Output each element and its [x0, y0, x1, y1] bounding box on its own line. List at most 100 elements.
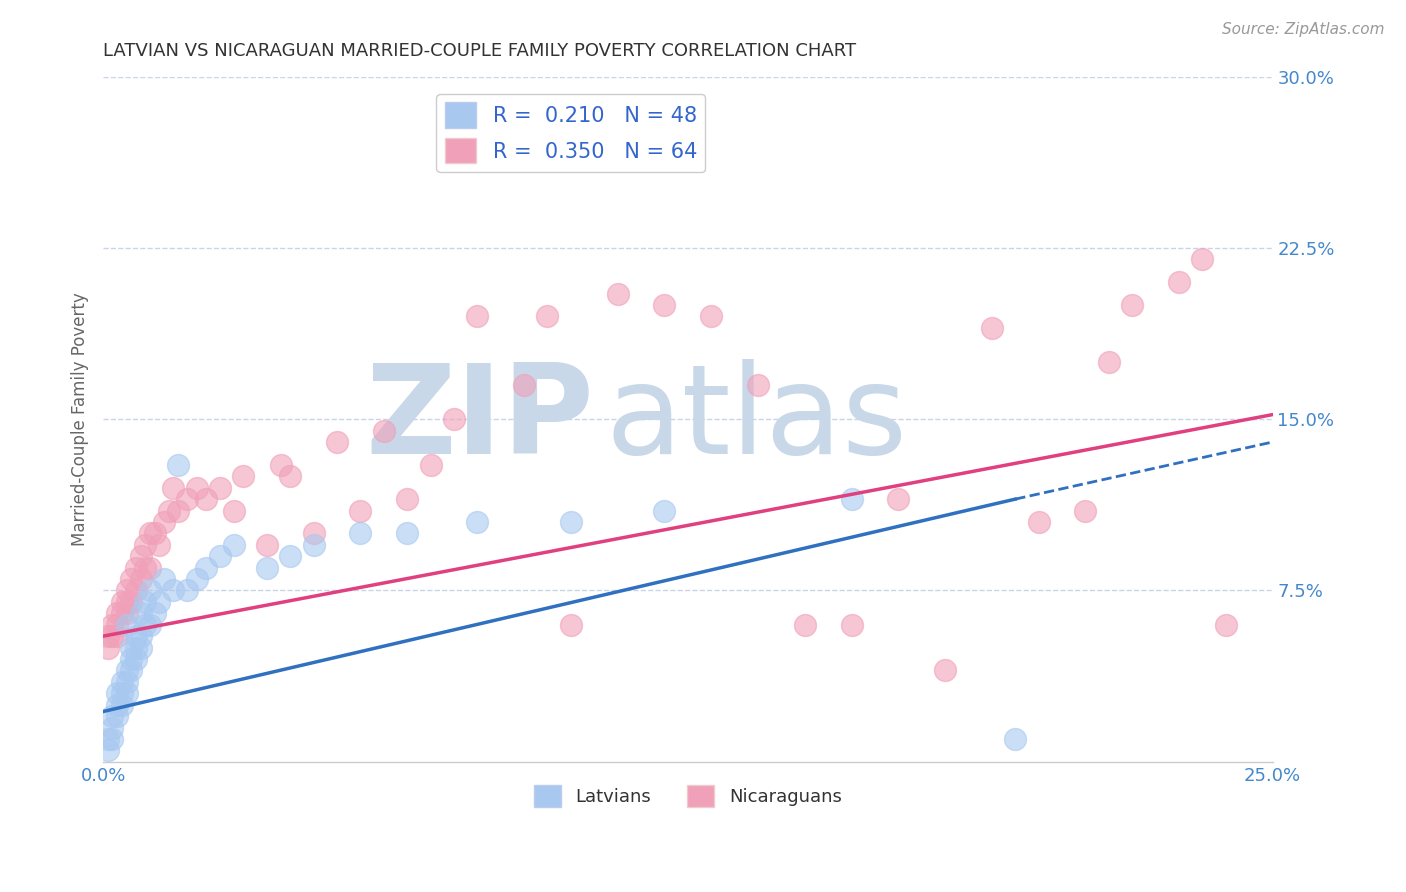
- Point: [654, 503, 676, 517]
- Point: [560, 617, 582, 632]
- Point: [105, 698, 128, 712]
- Point: [139, 526, 162, 541]
- Point: [232, 469, 254, 483]
- Point: [105, 629, 128, 643]
- Point: [256, 560, 278, 574]
- Point: [97, 731, 120, 746]
- Point: [115, 607, 138, 621]
- Point: [105, 617, 128, 632]
- Point: [606, 286, 628, 301]
- Point: [1074, 503, 1097, 517]
- Point: [186, 572, 208, 586]
- Point: [153, 572, 176, 586]
- Point: [143, 526, 166, 541]
- Point: [134, 538, 156, 552]
- Text: ZIP: ZIP: [366, 359, 595, 480]
- Text: atlas: atlas: [606, 359, 908, 480]
- Point: [101, 721, 124, 735]
- Point: [176, 492, 198, 507]
- Point: [134, 595, 156, 609]
- Point: [120, 652, 142, 666]
- Point: [162, 583, 184, 598]
- Point: [841, 617, 863, 632]
- Point: [120, 640, 142, 655]
- Point: [129, 572, 152, 586]
- Point: [125, 629, 148, 643]
- Point: [111, 607, 134, 621]
- Point: [654, 298, 676, 312]
- Point: [1168, 275, 1191, 289]
- Point: [302, 538, 325, 552]
- Point: [129, 549, 152, 564]
- Point: [186, 481, 208, 495]
- Point: [120, 572, 142, 586]
- Point: [125, 640, 148, 655]
- Point: [148, 538, 170, 552]
- Point: [513, 378, 536, 392]
- Point: [115, 583, 138, 598]
- Text: LATVIAN VS NICARAGUAN MARRIED-COUPLE FAMILY POVERTY CORRELATION CHART: LATVIAN VS NICARAGUAN MARRIED-COUPLE FAM…: [103, 42, 856, 60]
- Point: [195, 492, 218, 507]
- Point: [105, 709, 128, 723]
- Point: [105, 607, 128, 621]
- Point: [887, 492, 910, 507]
- Point: [302, 526, 325, 541]
- Point: [111, 674, 134, 689]
- Point: [162, 481, 184, 495]
- Point: [111, 698, 134, 712]
- Point: [224, 503, 246, 517]
- Point: [115, 617, 138, 632]
- Point: [125, 583, 148, 598]
- Point: [700, 310, 723, 324]
- Point: [1191, 252, 1213, 267]
- Point: [129, 629, 152, 643]
- Point: [143, 607, 166, 621]
- Y-axis label: Married-Couple Family Poverty: Married-Couple Family Poverty: [72, 293, 89, 546]
- Point: [139, 617, 162, 632]
- Point: [97, 640, 120, 655]
- Point: [115, 664, 138, 678]
- Point: [443, 412, 465, 426]
- Point: [101, 617, 124, 632]
- Point: [1004, 731, 1026, 746]
- Point: [153, 515, 176, 529]
- Point: [256, 538, 278, 552]
- Point: [278, 469, 301, 483]
- Point: [120, 664, 142, 678]
- Point: [101, 709, 124, 723]
- Point: [209, 481, 232, 495]
- Point: [125, 652, 148, 666]
- Point: [326, 435, 349, 450]
- Point: [176, 583, 198, 598]
- Point: [97, 629, 120, 643]
- Point: [536, 310, 558, 324]
- Point: [270, 458, 292, 472]
- Point: [349, 526, 371, 541]
- Point: [167, 458, 190, 472]
- Point: [396, 492, 419, 507]
- Point: [125, 560, 148, 574]
- Point: [115, 595, 138, 609]
- Point: [465, 515, 488, 529]
- Point: [1098, 355, 1121, 369]
- Point: [841, 492, 863, 507]
- Point: [97, 743, 120, 757]
- Point: [1215, 617, 1237, 632]
- Point: [129, 607, 152, 621]
- Point: [419, 458, 441, 472]
- Point: [396, 526, 419, 541]
- Point: [129, 640, 152, 655]
- Point: [134, 617, 156, 632]
- Point: [465, 310, 488, 324]
- Point: [157, 503, 180, 517]
- Point: [101, 731, 124, 746]
- Point: [209, 549, 232, 564]
- Point: [111, 686, 134, 700]
- Point: [120, 595, 142, 609]
- Point: [1121, 298, 1143, 312]
- Point: [224, 538, 246, 552]
- Point: [139, 583, 162, 598]
- Point: [167, 503, 190, 517]
- Point: [115, 674, 138, 689]
- Point: [111, 595, 134, 609]
